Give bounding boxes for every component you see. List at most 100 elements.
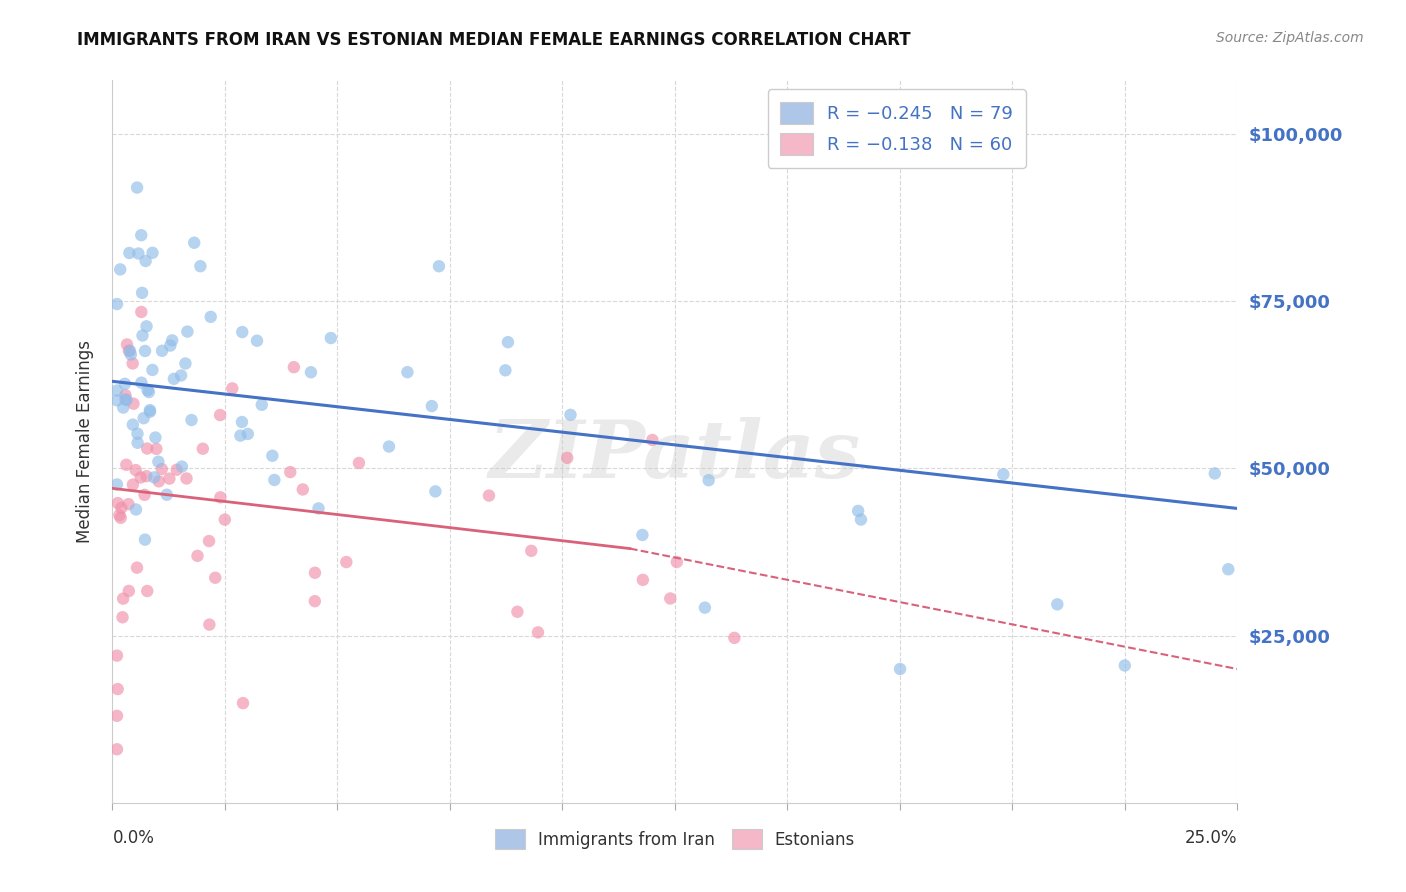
Point: [143, 470, 166, 484]
Point: [135, 469, 157, 483]
Point: [105, 648, 128, 663]
Point: [889, 662, 911, 676]
Point: [139, 405, 162, 419]
Text: Source: ZipAtlas.com: Source: ZipAtlas.com: [1216, 31, 1364, 45]
Point: [420, 399, 443, 413]
Point: [129, 470, 152, 484]
Point: [163, 372, 186, 386]
Point: [118, 343, 141, 358]
Point: [105, 384, 128, 398]
Point: [425, 484, 447, 499]
Point: [108, 262, 131, 277]
Y-axis label: Median Female Earnings: Median Female Earnings: [76, 340, 94, 543]
Point: [232, 696, 254, 710]
Point: [135, 254, 157, 268]
Point: [378, 440, 401, 454]
Point: [117, 497, 139, 511]
Point: [231, 325, 253, 339]
Point: [214, 513, 236, 527]
Point: [129, 228, 152, 243]
Point: [134, 488, 156, 502]
Point: [125, 560, 148, 574]
Point: [131, 305, 153, 319]
Point: [121, 417, 143, 432]
Point: [148, 455, 170, 469]
Point: [136, 584, 159, 599]
Point: [1114, 658, 1136, 673]
Text: ZIPatlas: ZIPatlas: [489, 417, 860, 495]
Point: [723, 631, 745, 645]
Point: [120, 347, 142, 361]
Point: [110, 500, 132, 515]
Point: [221, 381, 243, 395]
Point: [127, 426, 149, 441]
Point: [697, 473, 720, 487]
Point: [125, 502, 148, 516]
Point: [159, 338, 181, 352]
Point: [134, 533, 156, 547]
Point: [112, 591, 135, 606]
Point: [122, 397, 145, 411]
Point: [105, 742, 128, 756]
Point: [108, 508, 131, 523]
Point: [200, 310, 222, 324]
Point: [319, 331, 342, 345]
Point: [125, 463, 148, 477]
Point: [236, 426, 259, 441]
Point: [198, 617, 221, 632]
Point: [115, 337, 138, 351]
Point: [631, 573, 654, 587]
Point: [131, 285, 153, 300]
Point: [118, 343, 141, 358]
Point: [105, 708, 128, 723]
Point: [191, 442, 214, 456]
Point: [150, 343, 173, 358]
Point: [527, 625, 550, 640]
Point: [132, 411, 155, 425]
Point: [229, 428, 252, 442]
Point: [121, 477, 143, 491]
Point: [105, 297, 128, 311]
Point: [107, 496, 129, 510]
Point: [138, 384, 160, 399]
Point: [693, 600, 716, 615]
Point: [111, 610, 134, 624]
Point: [204, 571, 226, 585]
Point: [141, 363, 163, 377]
Point: [555, 450, 578, 465]
Point: [136, 442, 159, 456]
Point: [160, 334, 183, 348]
Point: [105, 477, 128, 491]
Point: [125, 180, 148, 194]
Point: [114, 388, 136, 402]
Point: [157, 472, 180, 486]
Point: [183, 235, 205, 250]
Point: [496, 335, 519, 350]
Point: [631, 528, 654, 542]
Point: [520, 544, 543, 558]
Point: [112, 401, 135, 415]
Point: [283, 360, 305, 375]
Point: [1046, 598, 1069, 612]
Point: [170, 368, 193, 383]
Point: [190, 259, 212, 273]
Point: [118, 246, 141, 260]
Point: [131, 376, 153, 390]
Text: IMMIGRANTS FROM IRAN VS ESTONIAN MEDIAN FEMALE EARNINGS CORRELATION CHART: IMMIGRANTS FROM IRAN VS ESTONIAN MEDIAN …: [77, 31, 911, 49]
Point: [170, 459, 193, 474]
Point: [186, 549, 208, 563]
Point: [291, 483, 314, 497]
Point: [145, 442, 167, 456]
Point: [478, 489, 501, 503]
Point: [139, 403, 162, 417]
Point: [846, 504, 869, 518]
Point: [176, 325, 198, 339]
Point: [250, 398, 273, 412]
Point: [134, 343, 156, 358]
Point: [180, 413, 202, 427]
Text: 25.0%: 25.0%: [1185, 829, 1237, 847]
Point: [262, 449, 284, 463]
Legend: Immigrants from Iran, Estonians: Immigrants from Iran, Estonians: [485, 819, 865, 860]
Point: [115, 392, 138, 407]
Point: [141, 245, 163, 260]
